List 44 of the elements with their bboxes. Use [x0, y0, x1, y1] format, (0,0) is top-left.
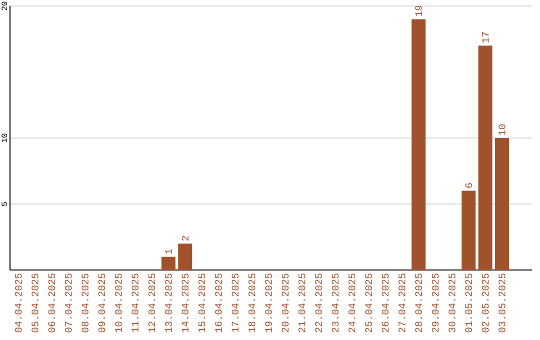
x-tick-label: 25.04.2025	[365, 274, 372, 332]
data-label: 10	[498, 124, 506, 136]
bar	[412, 19, 426, 270]
data-label: 2	[182, 236, 188, 241]
x-tick-label: 22.04.2025	[315, 274, 322, 332]
bar	[462, 190, 476, 270]
bar	[478, 46, 492, 270]
x-tick-label: 09.04.2025	[98, 274, 106, 332]
x-tick-label: 01.05.2025	[465, 274, 472, 332]
bar	[178, 244, 192, 270]
data-label: 6	[465, 183, 472, 188]
x-tick-label: 04.04.2025	[14, 274, 22, 332]
x-tick-label: 23.04.2025	[332, 274, 339, 332]
bar	[494, 138, 509, 270]
x-tick-label: 14.04.2025	[182, 274, 189, 332]
x-tick-label: 28.04.2025	[415, 274, 422, 332]
x-tick-label: 05.04.2025	[32, 274, 38, 332]
x-tick-label: 16.04.2025	[215, 274, 222, 332]
x-tick-label: 08.04.2025	[82, 274, 88, 332]
y-tick-label: 5	[2, 202, 8, 206]
x-tick-label: 21.04.2025	[298, 274, 306, 332]
x-tick-label: 12.04.2025	[148, 274, 156, 332]
x-tick-label: 07.04.2025	[64, 274, 72, 332]
x-tick-label: 19.04.2025	[265, 274, 272, 332]
x-tick-label: 27.04.2025	[398, 274, 406, 332]
x-tick-label: 06.04.2025	[48, 274, 56, 332]
x-tick-label: 24.04.2025	[348, 274, 356, 332]
y-tick-label: 20	[2, 2, 8, 10]
x-tick-label: 29.04.2025	[432, 274, 439, 332]
data-label: 1	[165, 249, 172, 254]
x-tick-label: 11.04.2025	[132, 274, 138, 332]
x-tick-label: 10.04.2025	[115, 274, 122, 332]
x-tick-label: 20.04.2025	[282, 274, 289, 332]
x-tick-label: 30.04.2025	[448, 274, 456, 332]
x-tick-label: 13.04.2025	[165, 274, 172, 332]
y-tick-label: 10	[2, 134, 8, 142]
x-tick-label: 17.04.2025	[232, 274, 239, 332]
x-tick-label: 15.04.2025	[198, 274, 206, 332]
data-label: 17	[482, 32, 489, 43]
x-tick-label: 03.05.2025	[498, 274, 506, 332]
bar	[161, 256, 176, 270]
x-tick-label: 26.04.2025	[382, 274, 389, 332]
x-tick-label: 18.04.2025	[248, 274, 256, 332]
x-tick-label: 02.05.2025	[482, 274, 489, 332]
